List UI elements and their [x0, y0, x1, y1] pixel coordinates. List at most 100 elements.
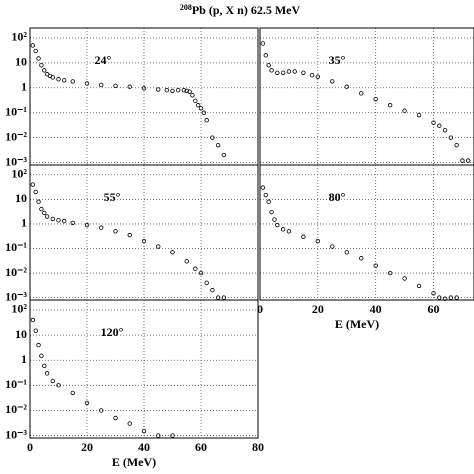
data-point [263, 192, 268, 198]
y-tick-label: 1 [21, 216, 27, 230]
panel-frame [259, 27, 474, 166]
data-point [127, 421, 132, 426]
data-point [39, 63, 44, 68]
data-point [84, 81, 90, 86]
data-point [269, 68, 274, 73]
data-point [301, 234, 306, 239]
data-point [292, 69, 297, 74]
x-tick-label: 60 [428, 302, 440, 316]
data-point [36, 342, 41, 348]
panel-frame [259, 164, 474, 301]
data-point [141, 86, 147, 91]
angle-annotation: 35° [329, 53, 346, 67]
y-tick-label: 10⁻² [5, 129, 27, 143]
data-point [56, 218, 61, 223]
data-point [36, 199, 41, 204]
data-point [170, 88, 175, 94]
y-tick-label: 10² [11, 30, 27, 44]
x-axis-label: E (MeV) [112, 455, 156, 469]
data-point [198, 106, 204, 111]
data-point [359, 256, 364, 261]
data-point [373, 96, 378, 102]
data-point [70, 220, 75, 226]
data-point [70, 79, 75, 84]
data-point [99, 408, 104, 413]
data-point [210, 135, 215, 140]
data-point [359, 91, 364, 96]
data-point [315, 74, 321, 79]
data-point [344, 84, 349, 89]
data-point [84, 222, 90, 228]
data-point [416, 112, 422, 118]
y-tick-label: 10⁻² [5, 265, 27, 279]
data-point [56, 383, 61, 388]
angle-annotation: 120° [101, 325, 124, 339]
data-point [30, 43, 36, 48]
angle-annotation: 24° [95, 53, 112, 67]
data-point [215, 142, 221, 148]
y-tick-label: 10⁻³ [5, 427, 27, 441]
data-point [33, 328, 38, 333]
data-point [193, 98, 198, 104]
data-point [190, 93, 195, 98]
y-tick-label: 10² [11, 167, 27, 181]
data-point [127, 232, 132, 238]
data-point [42, 210, 47, 216]
data-point [141, 428, 147, 434]
data-point [184, 259, 189, 264]
data-point [344, 250, 349, 255]
data-point [448, 295, 454, 300]
data-point [402, 276, 407, 281]
data-point [442, 127, 448, 133]
data-point [204, 280, 209, 286]
data-point [315, 238, 321, 244]
data-point [204, 118, 209, 123]
data-point [266, 199, 271, 204]
data-point [127, 84, 132, 89]
data-point [195, 103, 201, 108]
data-point [30, 182, 36, 187]
data-point [187, 89, 192, 94]
data-point [275, 70, 280, 75]
data-point [50, 75, 55, 80]
data-point [42, 68, 47, 73]
data-point [70, 390, 75, 396]
data-point [61, 218, 67, 224]
data-point [442, 296, 448, 301]
data-point [437, 295, 442, 300]
data-point [184, 88, 189, 94]
data-point [156, 244, 161, 249]
data-point [33, 189, 38, 195]
data-point [39, 353, 44, 359]
y-tick-label: 10 [15, 191, 27, 205]
data-point [156, 87, 161, 92]
data-point [33, 48, 38, 54]
data-point [175, 88, 181, 93]
data-point [448, 135, 454, 140]
data-point [272, 217, 277, 222]
data-point [42, 363, 47, 368]
data-point [280, 227, 286, 232]
data-point [30, 317, 36, 323]
y-tick-label: 10 [15, 55, 27, 69]
y-tick-label: 1 [21, 352, 27, 366]
data-point [387, 270, 393, 276]
data-point [164, 88, 169, 93]
data-point [181, 88, 187, 93]
x-tick-label: 60 [195, 440, 207, 454]
data-point [387, 103, 393, 108]
data-point [44, 214, 50, 219]
data-point [84, 400, 90, 406]
data-point [269, 209, 274, 215]
data-point [56, 77, 61, 82]
data-point [301, 70, 306, 75]
data-point [36, 56, 41, 61]
data-point [113, 83, 118, 89]
title-superscript: 208 [180, 3, 192, 12]
x-tick-label: 20 [81, 440, 93, 454]
angle-annotation: 80° [329, 190, 346, 204]
x-tick-label: 0 [27, 440, 33, 454]
x-tick-label: 40 [138, 440, 150, 454]
data-point [454, 295, 459, 300]
